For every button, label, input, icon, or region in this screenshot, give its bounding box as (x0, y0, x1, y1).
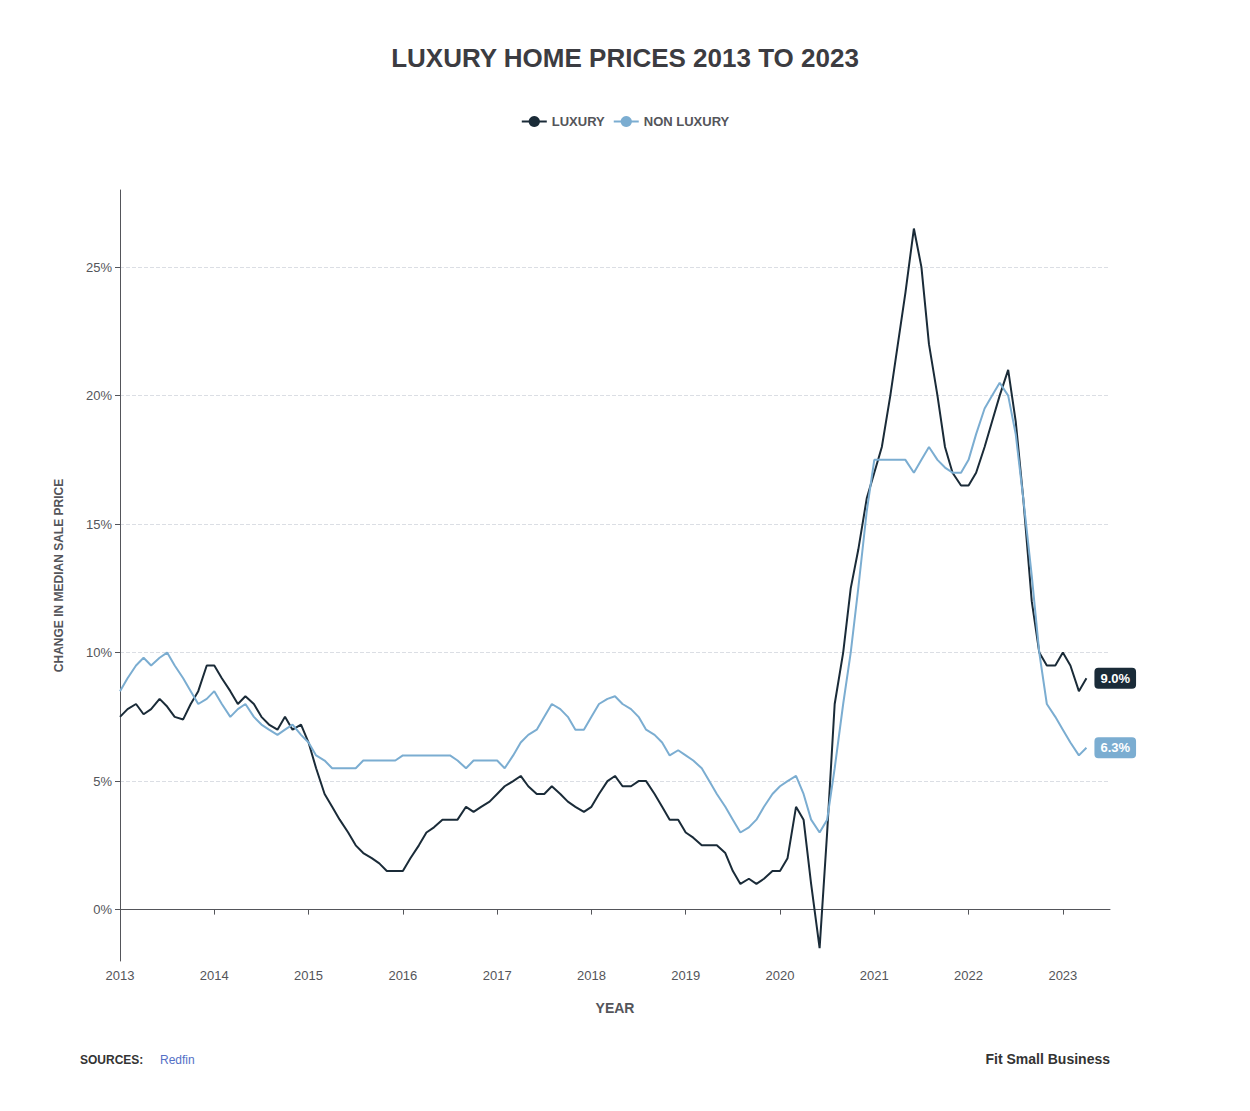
svg-text:2020: 2020 (766, 968, 795, 983)
svg-text:SOURCES:: SOURCES: (80, 1053, 143, 1067)
svg-text:20%: 20% (86, 388, 112, 403)
svg-text:NON LUXURY: NON LUXURY (644, 114, 730, 129)
svg-text:2014: 2014 (200, 968, 229, 983)
svg-text:6.3%: 6.3% (1100, 740, 1130, 755)
svg-text:2022: 2022 (954, 968, 983, 983)
svg-text:2021: 2021 (860, 968, 889, 983)
svg-text:0%: 0% (93, 902, 112, 917)
svg-text:10%: 10% (86, 645, 112, 660)
svg-text:2013: 2013 (106, 968, 135, 983)
svg-text:LUXURY HOME PRICES 2013 TO 202: LUXURY HOME PRICES 2013 TO 2023 (391, 43, 859, 73)
svg-text:Fit Small Business: Fit Small Business (986, 1051, 1111, 1067)
svg-text:CHANGE IN MEDIAN SALE PRICE: CHANGE IN MEDIAN SALE PRICE (52, 479, 66, 672)
svg-text:2016: 2016 (388, 968, 417, 983)
svg-text:2023: 2023 (1048, 968, 1077, 983)
svg-text:LUXURY: LUXURY (552, 114, 605, 129)
svg-text:2018: 2018 (577, 968, 606, 983)
svg-text:YEAR: YEAR (596, 1000, 635, 1016)
svg-text:25%: 25% (86, 260, 112, 275)
svg-text:2017: 2017 (483, 968, 512, 983)
svg-text:9.0%: 9.0% (1100, 671, 1130, 686)
svg-text:15%: 15% (86, 517, 112, 532)
svg-text:5%: 5% (93, 774, 112, 789)
svg-text:2015: 2015 (294, 968, 323, 983)
svg-text:2019: 2019 (671, 968, 700, 983)
svg-text:Redfin: Redfin (160, 1053, 195, 1067)
